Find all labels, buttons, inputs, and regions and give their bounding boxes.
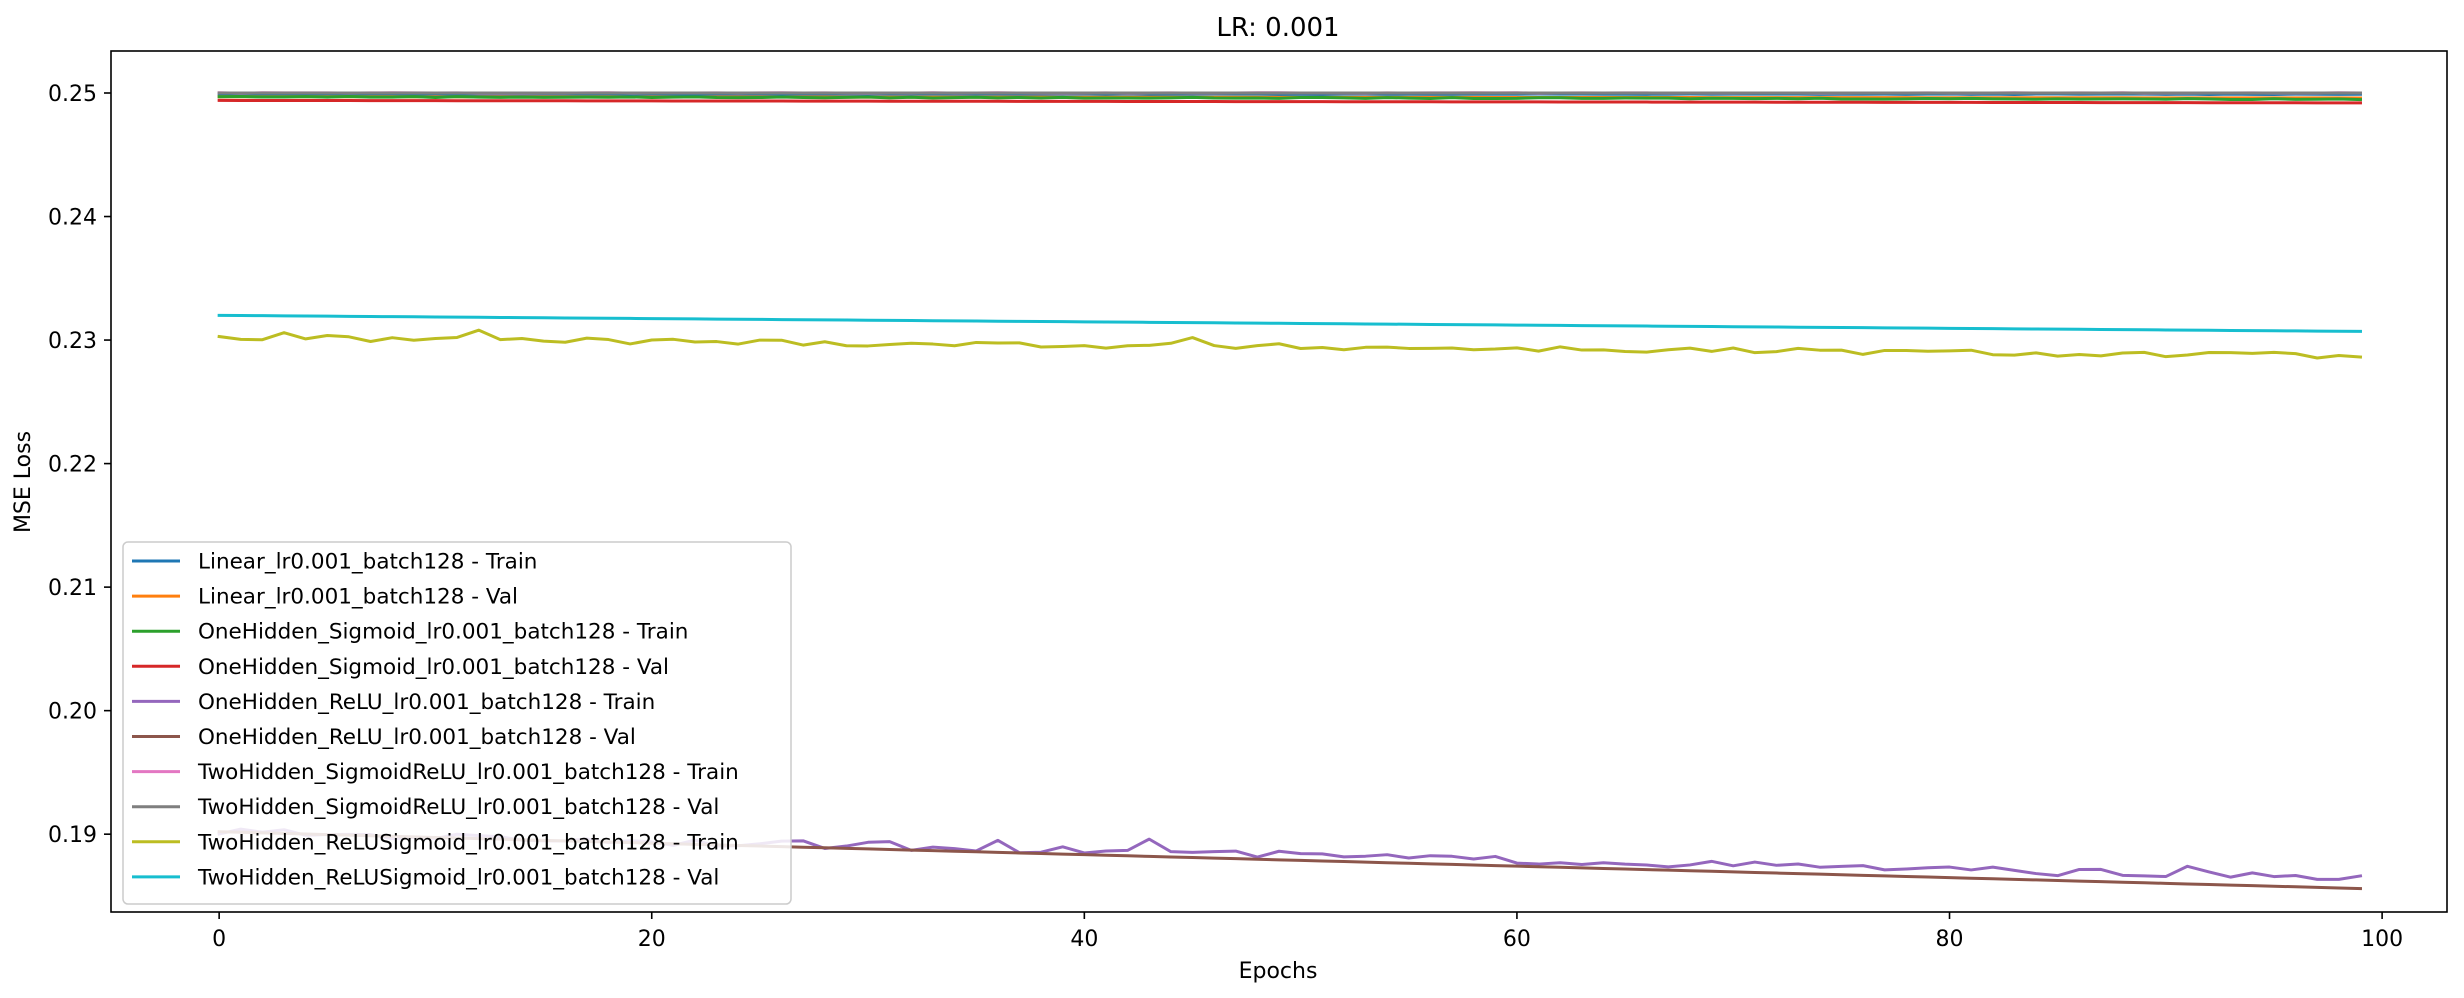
legend-entry-label: TwoHidden_SigmoidReLU_lr0.001_batch128 -… <box>197 760 739 785</box>
legend-entry-label: Linear_lr0.001_batch128 - Train <box>198 550 537 575</box>
y-tick-label: 0.21 <box>48 576 97 601</box>
legend-entry-label: TwoHidden_ReLUSigmoid_lr0.001_batch128 -… <box>197 830 739 855</box>
plot-area <box>110 50 2448 913</box>
x-axis: 0 20 40 60 80 100 <box>212 912 2403 952</box>
y-axis-label: MSE Loss <box>11 431 36 533</box>
legend-entry-label: Linear_lr0.001_batch128 - Val <box>198 585 518 610</box>
legend-entry-label: OneHidden_Sigmoid_lr0.001_batch128 - Val <box>198 655 669 680</box>
x-tick-label: 40 <box>1070 927 1098 952</box>
legend-entry-label: TwoHidden_SigmoidReLU_lr0.001_batch128 -… <box>197 795 719 820</box>
y-tick-label: 0.20 <box>48 700 97 725</box>
x-tick-label: 60 <box>1503 927 1531 952</box>
y-tick-label: 0.19 <box>48 823 97 848</box>
series-line-3 <box>217 94 2363 102</box>
legend: Linear_lr0.001_batch128 - Train Linear_lr… <box>122 541 792 905</box>
x-tick-label: 20 <box>638 927 666 952</box>
series-line-10 <box>217 313 2362 333</box>
legend-entry-label: OneHidden_Sigmoid_lr0.001_batch128 - Tra… <box>198 620 688 645</box>
y-tick-label: 0.24 <box>48 206 97 231</box>
x-tick-label: 0 <box>212 927 226 952</box>
x-tick-label: 80 <box>1936 927 1964 952</box>
y-axis: 0.19 0.20 0.21 0.22 0.23 0.24 0.25 <box>48 82 111 848</box>
legend-box <box>122 541 792 905</box>
series-lines <box>217 91 2363 891</box>
x-tick-label: 100 <box>2361 927 2403 952</box>
chart-title: LR: 0.001 <box>1216 13 1339 43</box>
y-tick-label: 0.25 <box>48 82 97 107</box>
y-tick-label: 0.23 <box>48 329 97 354</box>
series-line-4 <box>217 98 2362 105</box>
plot-frame <box>110 50 2448 913</box>
legend-entry-label: TwoHidden_ReLUSigmoid_lr0.001_batch128 -… <box>197 865 719 890</box>
legend-entry-label: OneHidden_ReLU_lr0.001_batch128 - Val <box>198 725 636 750</box>
y-tick-label: 0.22 <box>48 453 97 478</box>
x-axis-label: Epochs <box>1239 959 1318 984</box>
legend-entry-label: OneHidden_ReLU_lr0.001_batch128 - Train <box>198 690 655 715</box>
series-line-9 <box>217 328 2363 360</box>
